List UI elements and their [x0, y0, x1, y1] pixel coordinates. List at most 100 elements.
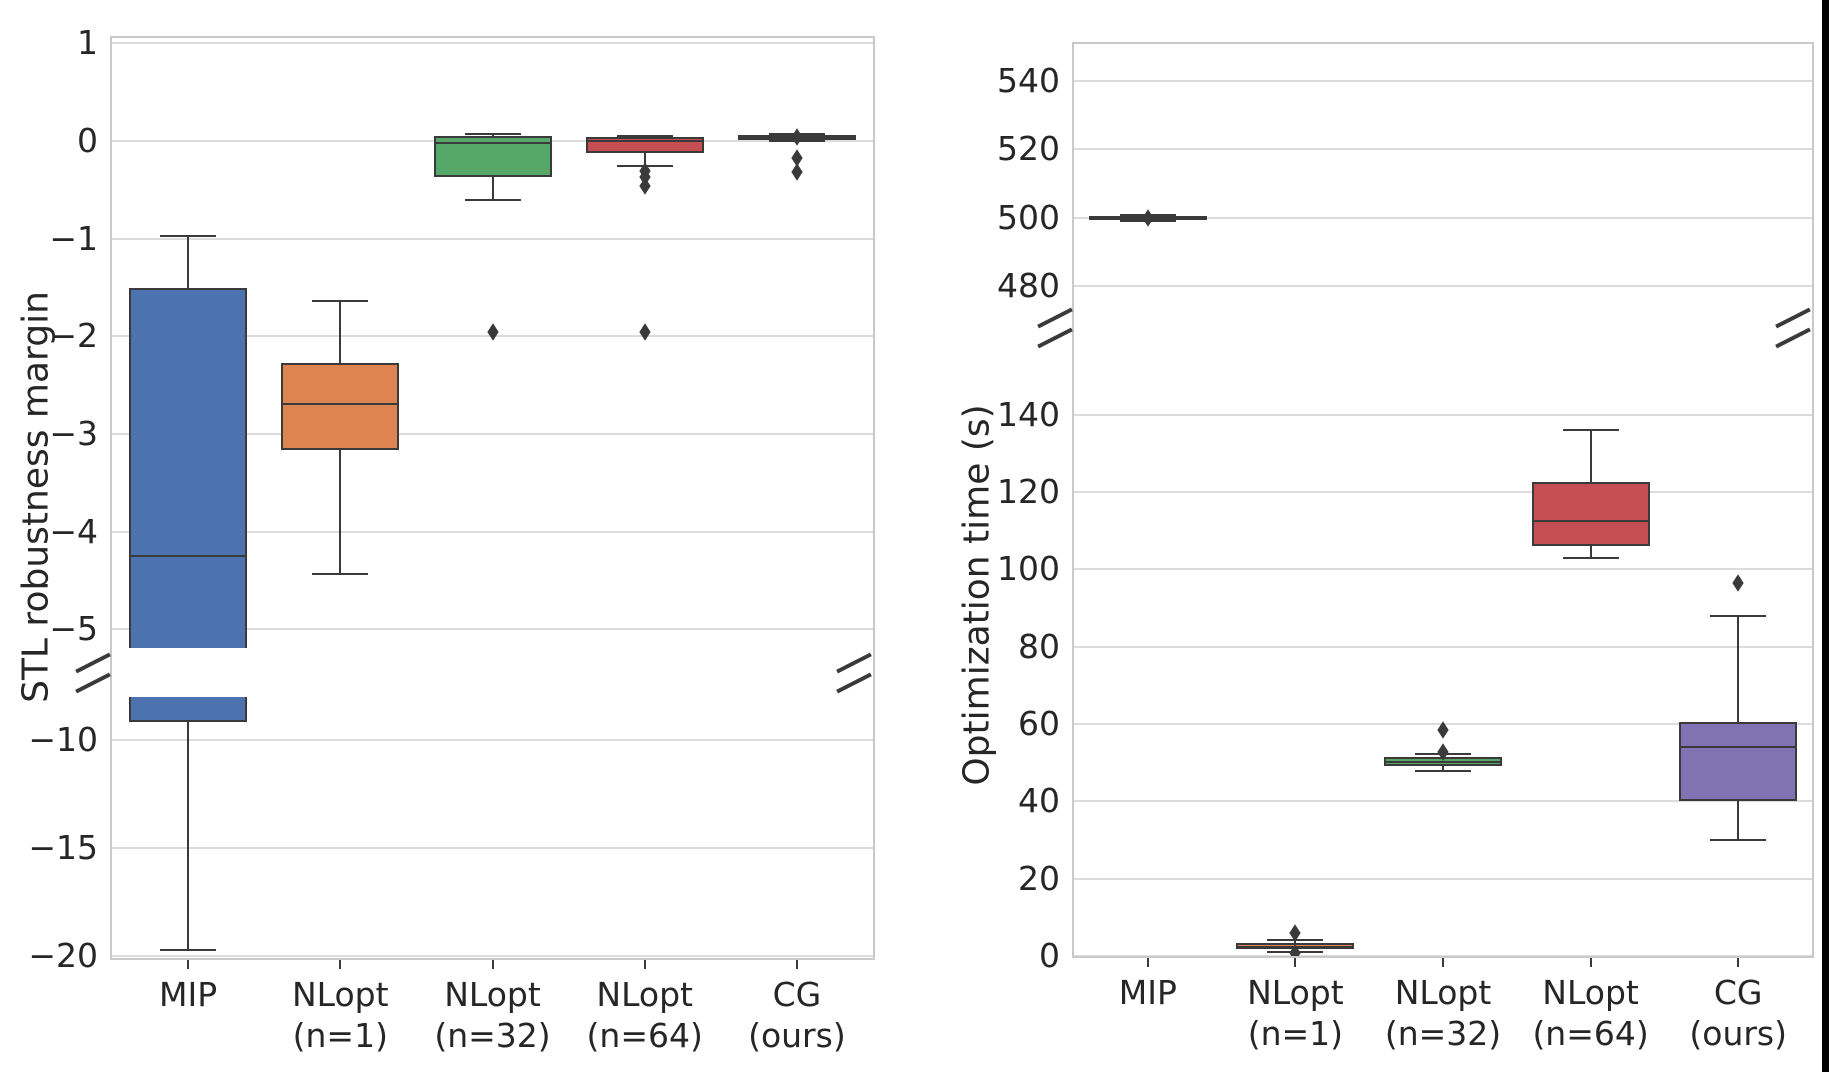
whisker-cap: [1562, 429, 1619, 432]
median-line: [283, 402, 398, 405]
x-tick-mark: [643, 960, 646, 969]
outlier-marker: [486, 323, 499, 342]
x-tick-label-line: NLopt: [444, 975, 541, 1014]
outlier-marker: [1732, 574, 1744, 592]
x-tick-mark: [1737, 958, 1740, 967]
y-tick-label: −2: [49, 316, 98, 356]
subplot-segment: [1074, 353, 1812, 956]
x-tick-label-line: (n=32): [1384, 1014, 1502, 1053]
gridline: [112, 628, 873, 631]
y-tick-label: 1: [77, 23, 98, 63]
gridline: [1074, 491, 1812, 494]
median-line: [587, 139, 702, 142]
subplot-segment: [1074, 44, 1812, 302]
x-tick-label-line: CG: [1713, 973, 1763, 1012]
axis-break-mark: [75, 672, 111, 693]
x-tick-label: CG (ours): [687, 974, 907, 1056]
y-tick-label: −5: [49, 609, 98, 649]
x-tick-label-line: (n=64): [586, 1016, 703, 1055]
outlier-marker: [1142, 209, 1154, 227]
x-tick-label-line: NLopt: [1542, 973, 1639, 1012]
gridline: [1074, 413, 1812, 416]
x-tick-label-line: (n=64): [1532, 1014, 1649, 1053]
x-tick-label: NLopt (n=32): [383, 974, 603, 1056]
gridline: [112, 530, 873, 533]
gridline: [1074, 79, 1812, 82]
gridline: [1074, 568, 1812, 571]
x-tick-label-line: (ours): [748, 1016, 846, 1055]
x-tick-label-line: CG: [772, 975, 822, 1014]
y-tick-label: 0: [77, 120, 98, 160]
gridline: [1074, 800, 1812, 803]
whisker-cap: [1710, 614, 1767, 617]
gridline: [112, 42, 873, 45]
x-tick-label-line: MIP: [1118, 973, 1177, 1012]
axis-break-mark: [1037, 307, 1073, 328]
y-tick-label: 140: [997, 394, 1060, 434]
y-tick-label: −10: [28, 720, 98, 760]
x-tick-label-line: NLopt: [292, 975, 389, 1014]
y-tick-label: 480: [997, 266, 1060, 306]
x-tick-mark: [1294, 958, 1297, 967]
x-tick-label: NLopt (n=32): [1333, 972, 1553, 1054]
y-tick-label: 40: [1018, 781, 1060, 821]
gridline: [1074, 877, 1812, 880]
boxplot-box: [129, 287, 248, 648]
whisker-cap: [1415, 769, 1471, 772]
whisker-line: [187, 697, 190, 951]
gridline: [1074, 216, 1812, 219]
y-tick-label: 80: [1018, 626, 1060, 666]
y-tick-label: 520: [997, 129, 1060, 169]
y-tick-label: −4: [49, 511, 98, 551]
subplot-segment: [112, 38, 873, 648]
median-line: [131, 555, 246, 558]
whisker-cap: [312, 300, 369, 303]
subplot-segment: [112, 697, 873, 958]
boxplot-box: [281, 362, 400, 450]
x-tick-label-line: NLopt: [1247, 973, 1344, 1012]
median-line: [1681, 746, 1796, 749]
gridline: [1074, 148, 1812, 151]
x-tick-label: MIP: [1038, 972, 1258, 1013]
x-tick-label: NLopt (n=1): [230, 974, 450, 1056]
gridline: [1074, 955, 1812, 956]
y-tick-label: 20: [1018, 858, 1060, 898]
x-tick-label-line: MIP: [159, 975, 218, 1014]
x-tick-label-line: (ours): [1689, 1014, 1787, 1053]
gridline: [112, 954, 873, 957]
boxplot-box: [129, 697, 248, 722]
axis-break-mark: [75, 652, 111, 673]
boxplot-box: [1679, 722, 1798, 802]
x-tick-mark: [491, 960, 494, 969]
gridline: [112, 739, 873, 742]
whisker-cap: [160, 949, 217, 952]
x-tick-label: CG (ours): [1628, 972, 1829, 1054]
x-tick-label-line: NLopt: [1394, 973, 1492, 1012]
x-tick-label-line: (n=1): [292, 1016, 388, 1055]
gridline: [112, 237, 873, 240]
whisker-cap: [616, 135, 673, 138]
y-tick-label: −20: [28, 935, 98, 975]
gridline: [1074, 645, 1812, 648]
y-tick-label: 500: [997, 197, 1060, 237]
axis-break-mark: [1037, 327, 1073, 348]
gridline: [112, 846, 873, 849]
outlier-marker: [639, 323, 651, 342]
gridline: [112, 433, 873, 436]
median-line: [435, 141, 550, 144]
x-tick-mark: [1589, 958, 1592, 967]
x-tick-label: NLopt (n=64): [535, 974, 755, 1056]
gridline: [1074, 285, 1812, 288]
y-tick-label: 540: [997, 60, 1060, 100]
y-tick-label: 60: [1018, 704, 1060, 744]
whisker-cap: [312, 572, 369, 575]
x-tick-label: MIP: [78, 974, 298, 1015]
whisker-cap: [464, 198, 521, 201]
y-tick-label: −3: [49, 414, 98, 454]
whisker-cap: [1562, 556, 1619, 559]
right-edge-black-strip: [1822, 0, 1829, 1072]
x-tick-mark: [339, 960, 342, 969]
x-tick-mark: [1146, 958, 1149, 967]
whisker-cap: [1710, 839, 1767, 842]
median-line: [1533, 520, 1648, 523]
